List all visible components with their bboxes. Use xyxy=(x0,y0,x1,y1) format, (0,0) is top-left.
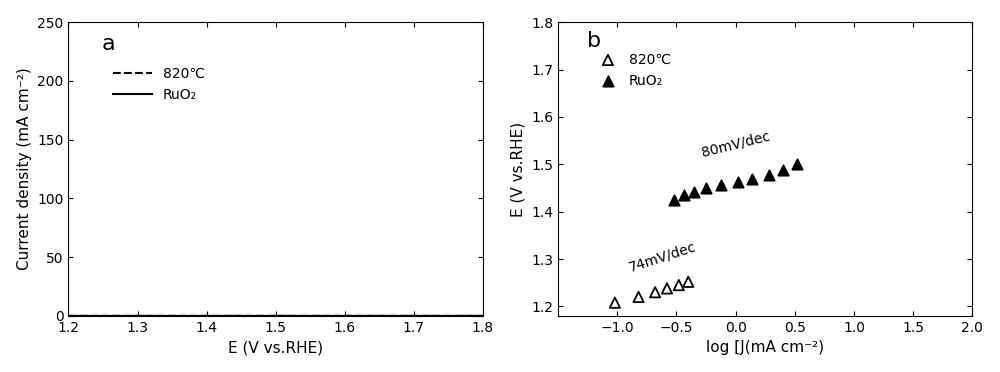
820℃ xyxy=(477,314,489,318)
Legend: 820℃, RuO₂: 820℃, RuO₂ xyxy=(113,67,205,102)
X-axis label: log [J(mA cm⁻²): log [J(mA cm⁻²) xyxy=(706,340,824,355)
RuO₂ xyxy=(62,314,74,318)
820℃ xyxy=(659,285,675,291)
RuO₂ xyxy=(303,314,315,318)
RuO₂ xyxy=(88,314,100,318)
RuO₂ xyxy=(314,314,326,318)
Text: 80mV/dec: 80mV/dec xyxy=(700,129,772,160)
820℃ xyxy=(420,314,432,318)
X-axis label: E (V vs.RHE): E (V vs.RHE) xyxy=(228,340,323,355)
820℃ xyxy=(377,314,389,318)
Text: 74mV/dec: 74mV/dec xyxy=(627,239,698,274)
RuO₂ xyxy=(761,172,777,178)
820℃ xyxy=(314,314,326,318)
820℃ xyxy=(671,282,687,288)
820℃ xyxy=(88,314,100,318)
Y-axis label: Current density (mA cm⁻²): Current density (mA cm⁻²) xyxy=(17,68,32,270)
RuO₂ xyxy=(775,167,791,173)
RuO₂ xyxy=(698,185,714,191)
820℃ xyxy=(631,294,647,300)
820℃ xyxy=(680,279,696,285)
RuO₂ xyxy=(789,161,805,167)
820℃ xyxy=(607,300,623,306)
Text: a: a xyxy=(102,34,115,54)
RuO₂ xyxy=(676,192,692,198)
RuO₂ xyxy=(730,179,746,185)
Y-axis label: E (V vs.RHE): E (V vs.RHE) xyxy=(511,122,526,217)
Legend: 820℃, RuO₂: 820℃, RuO₂ xyxy=(594,52,671,87)
820℃ xyxy=(327,314,339,318)
820℃ xyxy=(303,314,315,318)
RuO₂ xyxy=(327,314,339,318)
820℃ xyxy=(647,289,663,295)
RuO₂ xyxy=(713,182,729,188)
Text: b: b xyxy=(587,31,601,51)
RuO₂ xyxy=(377,314,389,318)
820℃ xyxy=(62,314,74,318)
RuO₂ xyxy=(477,314,489,318)
RuO₂ xyxy=(666,197,682,203)
RuO₂ xyxy=(420,314,432,318)
RuO₂ xyxy=(744,176,760,182)
RuO₂ xyxy=(686,189,702,195)
